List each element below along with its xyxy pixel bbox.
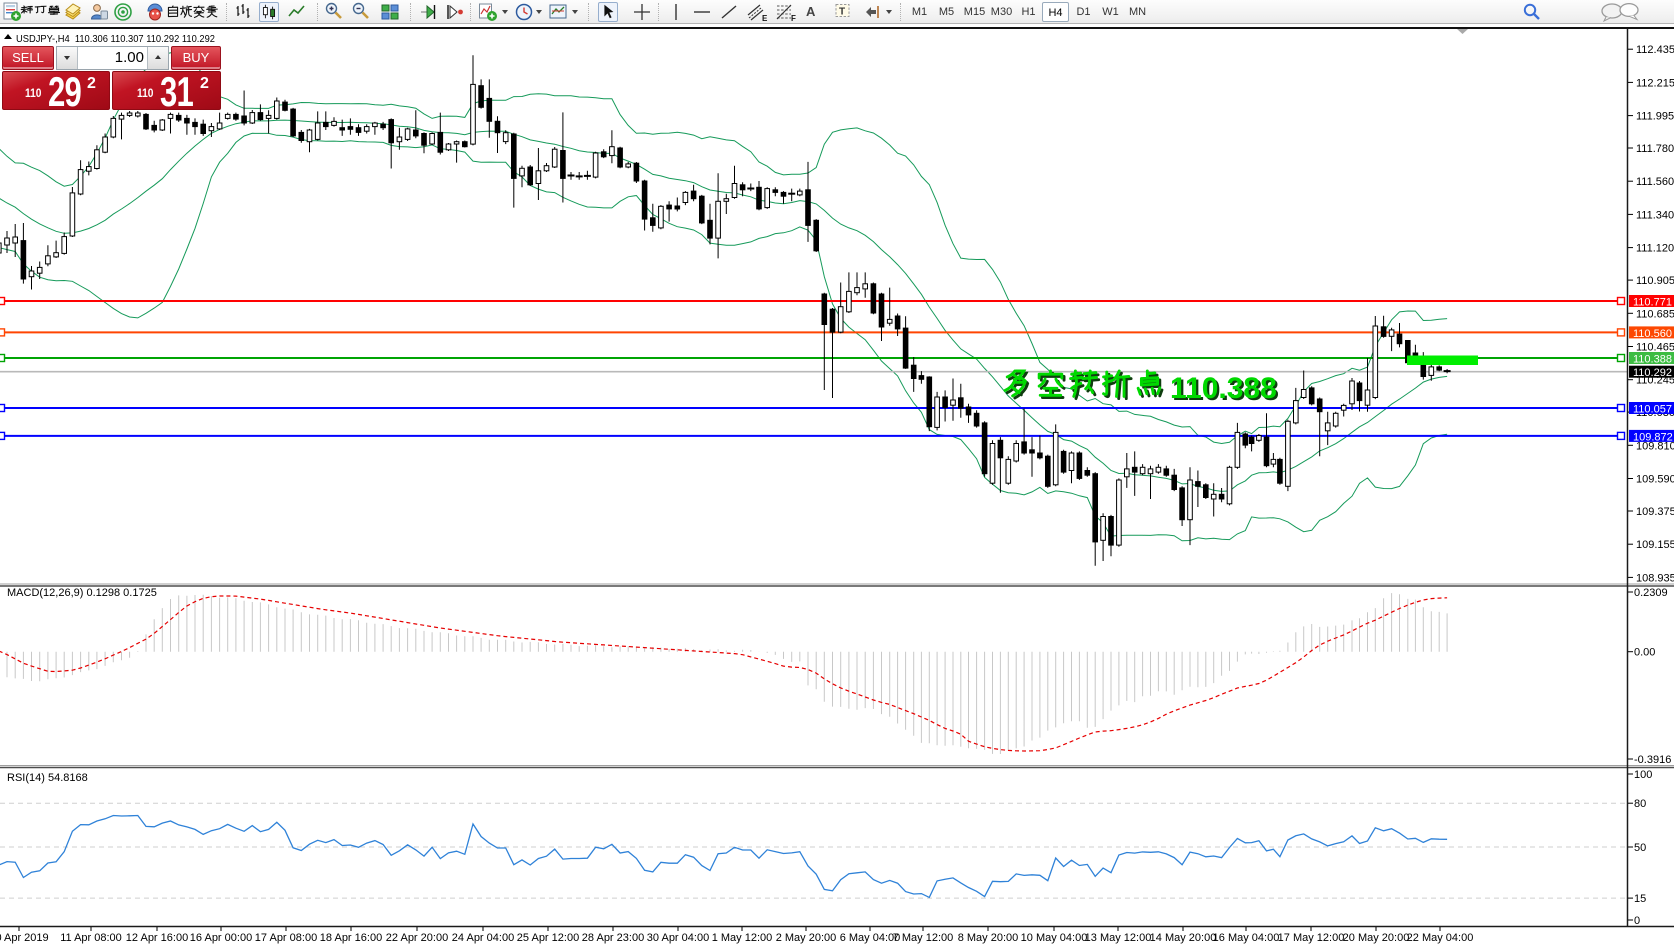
svg-text:100: 100 xyxy=(1634,769,1652,781)
svg-text:RSI(14) 54.8168: RSI(14) 54.8168 xyxy=(7,772,88,784)
svg-text:109.155: 109.155 xyxy=(1636,539,1674,551)
svg-text:110.388: 110.388 xyxy=(1633,354,1672,366)
svg-text:E: E xyxy=(762,14,768,22)
svg-text:6 May 04:00: 6 May 04:00 xyxy=(840,932,901,944)
svg-text:T: T xyxy=(839,7,845,18)
svg-text:8 May 20:00: 8 May 20:00 xyxy=(958,932,1019,944)
svg-text:80: 80 xyxy=(1634,798,1646,810)
svg-text:0.00: 0.00 xyxy=(1634,647,1655,659)
svg-text:50: 50 xyxy=(1634,842,1646,854)
svg-text:110.771: 110.771 xyxy=(1633,297,1672,309)
svg-text:13 May 12:00: 13 May 12:00 xyxy=(1085,932,1152,944)
svg-text:112.435: 112.435 xyxy=(1636,44,1674,56)
svg-text:22 Apr 20:00: 22 Apr 20:00 xyxy=(386,932,448,944)
svg-text:MACD(12,26,9) 0.1298 0.1725: MACD(12,26,9) 0.1298 0.1725 xyxy=(7,587,157,599)
svg-text:110.465: 110.465 xyxy=(1636,342,1674,354)
svg-text:-0.3916: -0.3916 xyxy=(1634,754,1671,766)
svg-text:109.590: 109.590 xyxy=(1636,474,1674,486)
svg-text:0.2309: 0.2309 xyxy=(1634,587,1668,599)
svg-text:20 May 20:00: 20 May 20:00 xyxy=(1343,932,1410,944)
svg-text:14 May 20:00: 14 May 20:00 xyxy=(1150,932,1217,944)
svg-text:2 May 20:00: 2 May 20:00 xyxy=(776,932,837,944)
svg-text:16 May 04:00: 16 May 04:00 xyxy=(1213,932,1280,944)
svg-text:111.340: 111.340 xyxy=(1636,209,1674,221)
svg-text:17 May 12:00: 17 May 12:00 xyxy=(1278,932,1345,944)
svg-text:28 Apr 23:00: 28 Apr 23:00 xyxy=(582,932,644,944)
svg-text:25 Apr 12:00: 25 Apr 12:00 xyxy=(517,932,579,944)
svg-text:112.215: 112.215 xyxy=(1636,77,1674,89)
svg-text:110.685: 110.685 xyxy=(1636,308,1674,320)
svg-text:110.905: 110.905 xyxy=(1636,275,1674,287)
svg-text:12 Apr 16:00: 12 Apr 16:00 xyxy=(126,932,188,944)
svg-text:22 May 04:00: 22 May 04:00 xyxy=(1407,932,1474,944)
svg-text:110.388: 110.388 xyxy=(1172,374,1279,407)
svg-text:110.292: 110.292 xyxy=(1633,367,1672,379)
svg-text:7 May 12:00: 7 May 12:00 xyxy=(893,932,954,944)
svg-text:111.780: 111.780 xyxy=(1636,143,1674,155)
svg-text:11 Apr 08:00: 11 Apr 08:00 xyxy=(60,932,122,944)
svg-text:30 Apr 04:00: 30 Apr 04:00 xyxy=(647,932,709,944)
svg-text:110.560: 110.560 xyxy=(1633,328,1672,340)
svg-text:24 Apr 04:00: 24 Apr 04:00 xyxy=(452,932,514,944)
svg-text:109.872: 109.872 xyxy=(1633,431,1673,443)
svg-text:109.375: 109.375 xyxy=(1636,506,1674,518)
svg-text:18 Apr 16:00: 18 Apr 16:00 xyxy=(320,932,382,944)
svg-text:17 Apr 08:00: 17 Apr 08:00 xyxy=(255,932,317,944)
svg-text:1 May 12:00: 1 May 12:00 xyxy=(712,932,773,944)
svg-text:0: 0 xyxy=(1634,915,1640,927)
svg-text:111.995: 111.995 xyxy=(1636,111,1674,123)
svg-text:F: F xyxy=(791,14,796,22)
svg-text:109.810: 109.810 xyxy=(1636,440,1674,452)
svg-text:10 May 04:00: 10 May 04:00 xyxy=(1021,932,1088,944)
svg-text:15: 15 xyxy=(1634,893,1646,905)
svg-text:110.388: 110.388 xyxy=(1170,372,1277,405)
svg-text:10 Apr 2019: 10 Apr 2019 xyxy=(0,932,49,944)
svg-text:111.560: 111.560 xyxy=(1636,176,1674,188)
svg-text:111.120: 111.120 xyxy=(1636,243,1674,255)
svg-text:110.057: 110.057 xyxy=(1633,404,1672,416)
svg-text:108.935: 108.935 xyxy=(1636,572,1674,584)
svg-text:16 Apr 00:00: 16 Apr 00:00 xyxy=(190,932,252,944)
